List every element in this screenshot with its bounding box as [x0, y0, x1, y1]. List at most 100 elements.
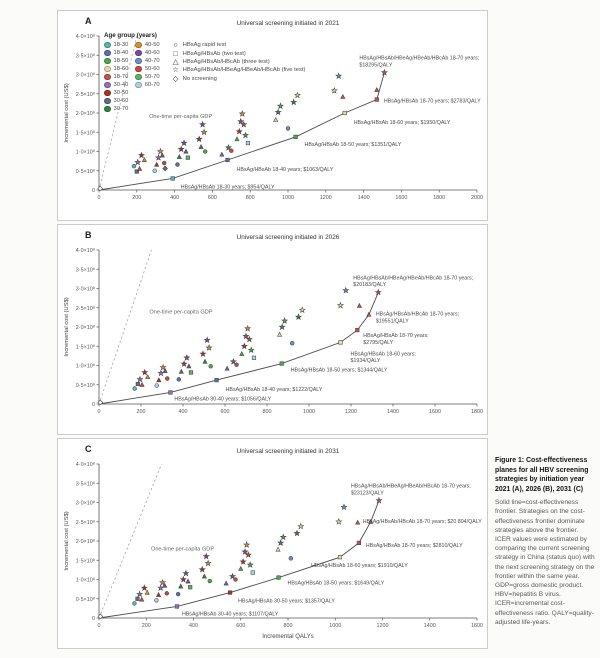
data-point [141, 368, 149, 376]
data-point [155, 153, 163, 161]
data-point [145, 374, 151, 380]
data-point [203, 336, 211, 344]
data-point [188, 370, 194, 375]
data-point [374, 87, 380, 92]
data-point [188, 585, 193, 590]
data-point [229, 148, 234, 153]
figure-caption: Figure 1: Cost-effectiveness planes for … [495, 456, 595, 627]
x-tick-label: 400 [170, 195, 179, 201]
data-point [375, 496, 383, 504]
data-point [199, 120, 207, 128]
data-point [356, 302, 362, 308]
data-point [235, 127, 243, 135]
panel-c-letter: C [85, 444, 92, 454]
x-tick-label: 1400 [387, 409, 399, 415]
x-tick-label: 1200 [345, 409, 357, 415]
age-legend-label: 30-60 [113, 98, 129, 104]
data-point [179, 575, 187, 583]
y-tick-label: 2·0×10⁸ [76, 111, 95, 117]
data-point [244, 324, 252, 332]
data-point [276, 102, 284, 110]
data-point [176, 153, 182, 159]
data-point [135, 381, 140, 387]
data-point [342, 286, 350, 294]
data-point [134, 169, 139, 174]
age-legend-item: 30-50 [104, 89, 128, 97]
frontier-annotation: HBsAg/HBsAb 18-60 years; $1950/QALY [354, 120, 451, 126]
data-point [214, 378, 219, 383]
test-legend-label: HBsAg/HBsAb/HBeAg/HBeAb/HBcAb (five test… [182, 67, 306, 74]
x-tick-label: 0 [98, 195, 101, 201]
data-point [162, 367, 168, 373]
chart-b: Universal screening initiated in 2026 One… [64, 234, 483, 415]
data-point [136, 375, 144, 383]
frontier-annotation: HBsAg/HBsAb/HBeAg/HBeAb/HBcAb 18-70 year… [353, 275, 473, 281]
data-point [168, 390, 173, 395]
data-point [368, 518, 374, 524]
x-tick-label: 1400 [358, 195, 370, 201]
x-tick-label: 600 [208, 195, 217, 201]
data-point [156, 377, 162, 383]
figure-caption-body: Solid line=cost-effectiveness frontier. … [495, 499, 595, 626]
y-tick-label: 3·5×10⁸ [76, 481, 95, 487]
test-legend-item: □ HBsAg/HBsAb (two test) [172, 49, 306, 57]
data-point [177, 145, 185, 153]
age-color-dot-icon [104, 41, 111, 49]
age-legend-column-2: 40-50 40-60 40-70 50-60 50-70 60-70 [135, 41, 160, 113]
y-tick-label: 0 [92, 402, 95, 408]
y-tick-label: 1·5×10⁸ [76, 558, 95, 564]
data-point [336, 301, 345, 309]
data-point [355, 519, 361, 525]
data-point [290, 98, 298, 106]
x-tick-label: 1000 [329, 623, 341, 629]
gdp-threshold-label: One-time per-capita GDP [151, 547, 214, 553]
chart-a: Universal screening initiated in 2021 One… [64, 20, 483, 201]
frontier-annotation: $19551/QALY [376, 318, 409, 324]
data-point [251, 355, 257, 360]
frontier-annotation: $23123/QALY [351, 490, 384, 496]
data-point [240, 342, 248, 350]
age-color-dot-icon [104, 49, 111, 57]
data-point [380, 68, 388, 76]
x-tick-label: 1000 [282, 195, 294, 201]
panel-b-letter: B [85, 230, 92, 240]
data-point [195, 135, 203, 143]
test-legend-item: △ HBsAg/HBsAb/HBcAb (three test) [172, 57, 306, 66]
frontier-line [98, 292, 379, 405]
data-point [199, 350, 207, 357]
data-point [200, 128, 208, 136]
data-point [234, 136, 240, 142]
data-point [178, 583, 184, 589]
data-point [238, 565, 244, 571]
data-point [178, 368, 184, 374]
y-tick-label: 2·0×10⁸ [76, 539, 95, 545]
data-point [224, 143, 232, 151]
y-tick-label: 4·0×10⁸ [76, 248, 95, 254]
x-tick-label: 1200 [377, 623, 389, 629]
gdp-threshold-label: One-time per-capita GDP [149, 310, 212, 316]
data-point [159, 152, 165, 158]
frontier-annotation: HBsAg/HBsAb 18-40 years; $1063/QALY [237, 167, 334, 173]
data-point [239, 351, 245, 356]
frontier-annotation: HBsAg/HBsAb 18-60 years; $1910/QALY [311, 563, 408, 569]
age-legend-item: 40-60 [135, 49, 160, 57]
data-point [205, 344, 213, 351]
data-point [290, 340, 295, 346]
data-point [245, 140, 251, 146]
x-tick-label: 2000 [471, 195, 483, 201]
data-point [338, 340, 343, 345]
frontier-annotation: HBsAg/HBsAb/HBcAb 18-70 years; $20 804/Q… [363, 519, 483, 525]
age-legend-item: 30-70 [104, 105, 128, 113]
frontier-annotation: $2795/QALY [363, 340, 393, 346]
data-point [157, 584, 165, 591]
data-point [198, 143, 204, 149]
data-point [275, 546, 281, 552]
age-color-dot-icon [104, 65, 111, 73]
x-tick-label: 0 [98, 623, 101, 629]
frontier-annotation: HBsAg/HBsAb 18-60 years; [351, 351, 416, 357]
test-legend-label: No screening [182, 75, 217, 82]
data-point [293, 91, 301, 99]
data-point [208, 364, 213, 369]
data-point [285, 126, 291, 131]
